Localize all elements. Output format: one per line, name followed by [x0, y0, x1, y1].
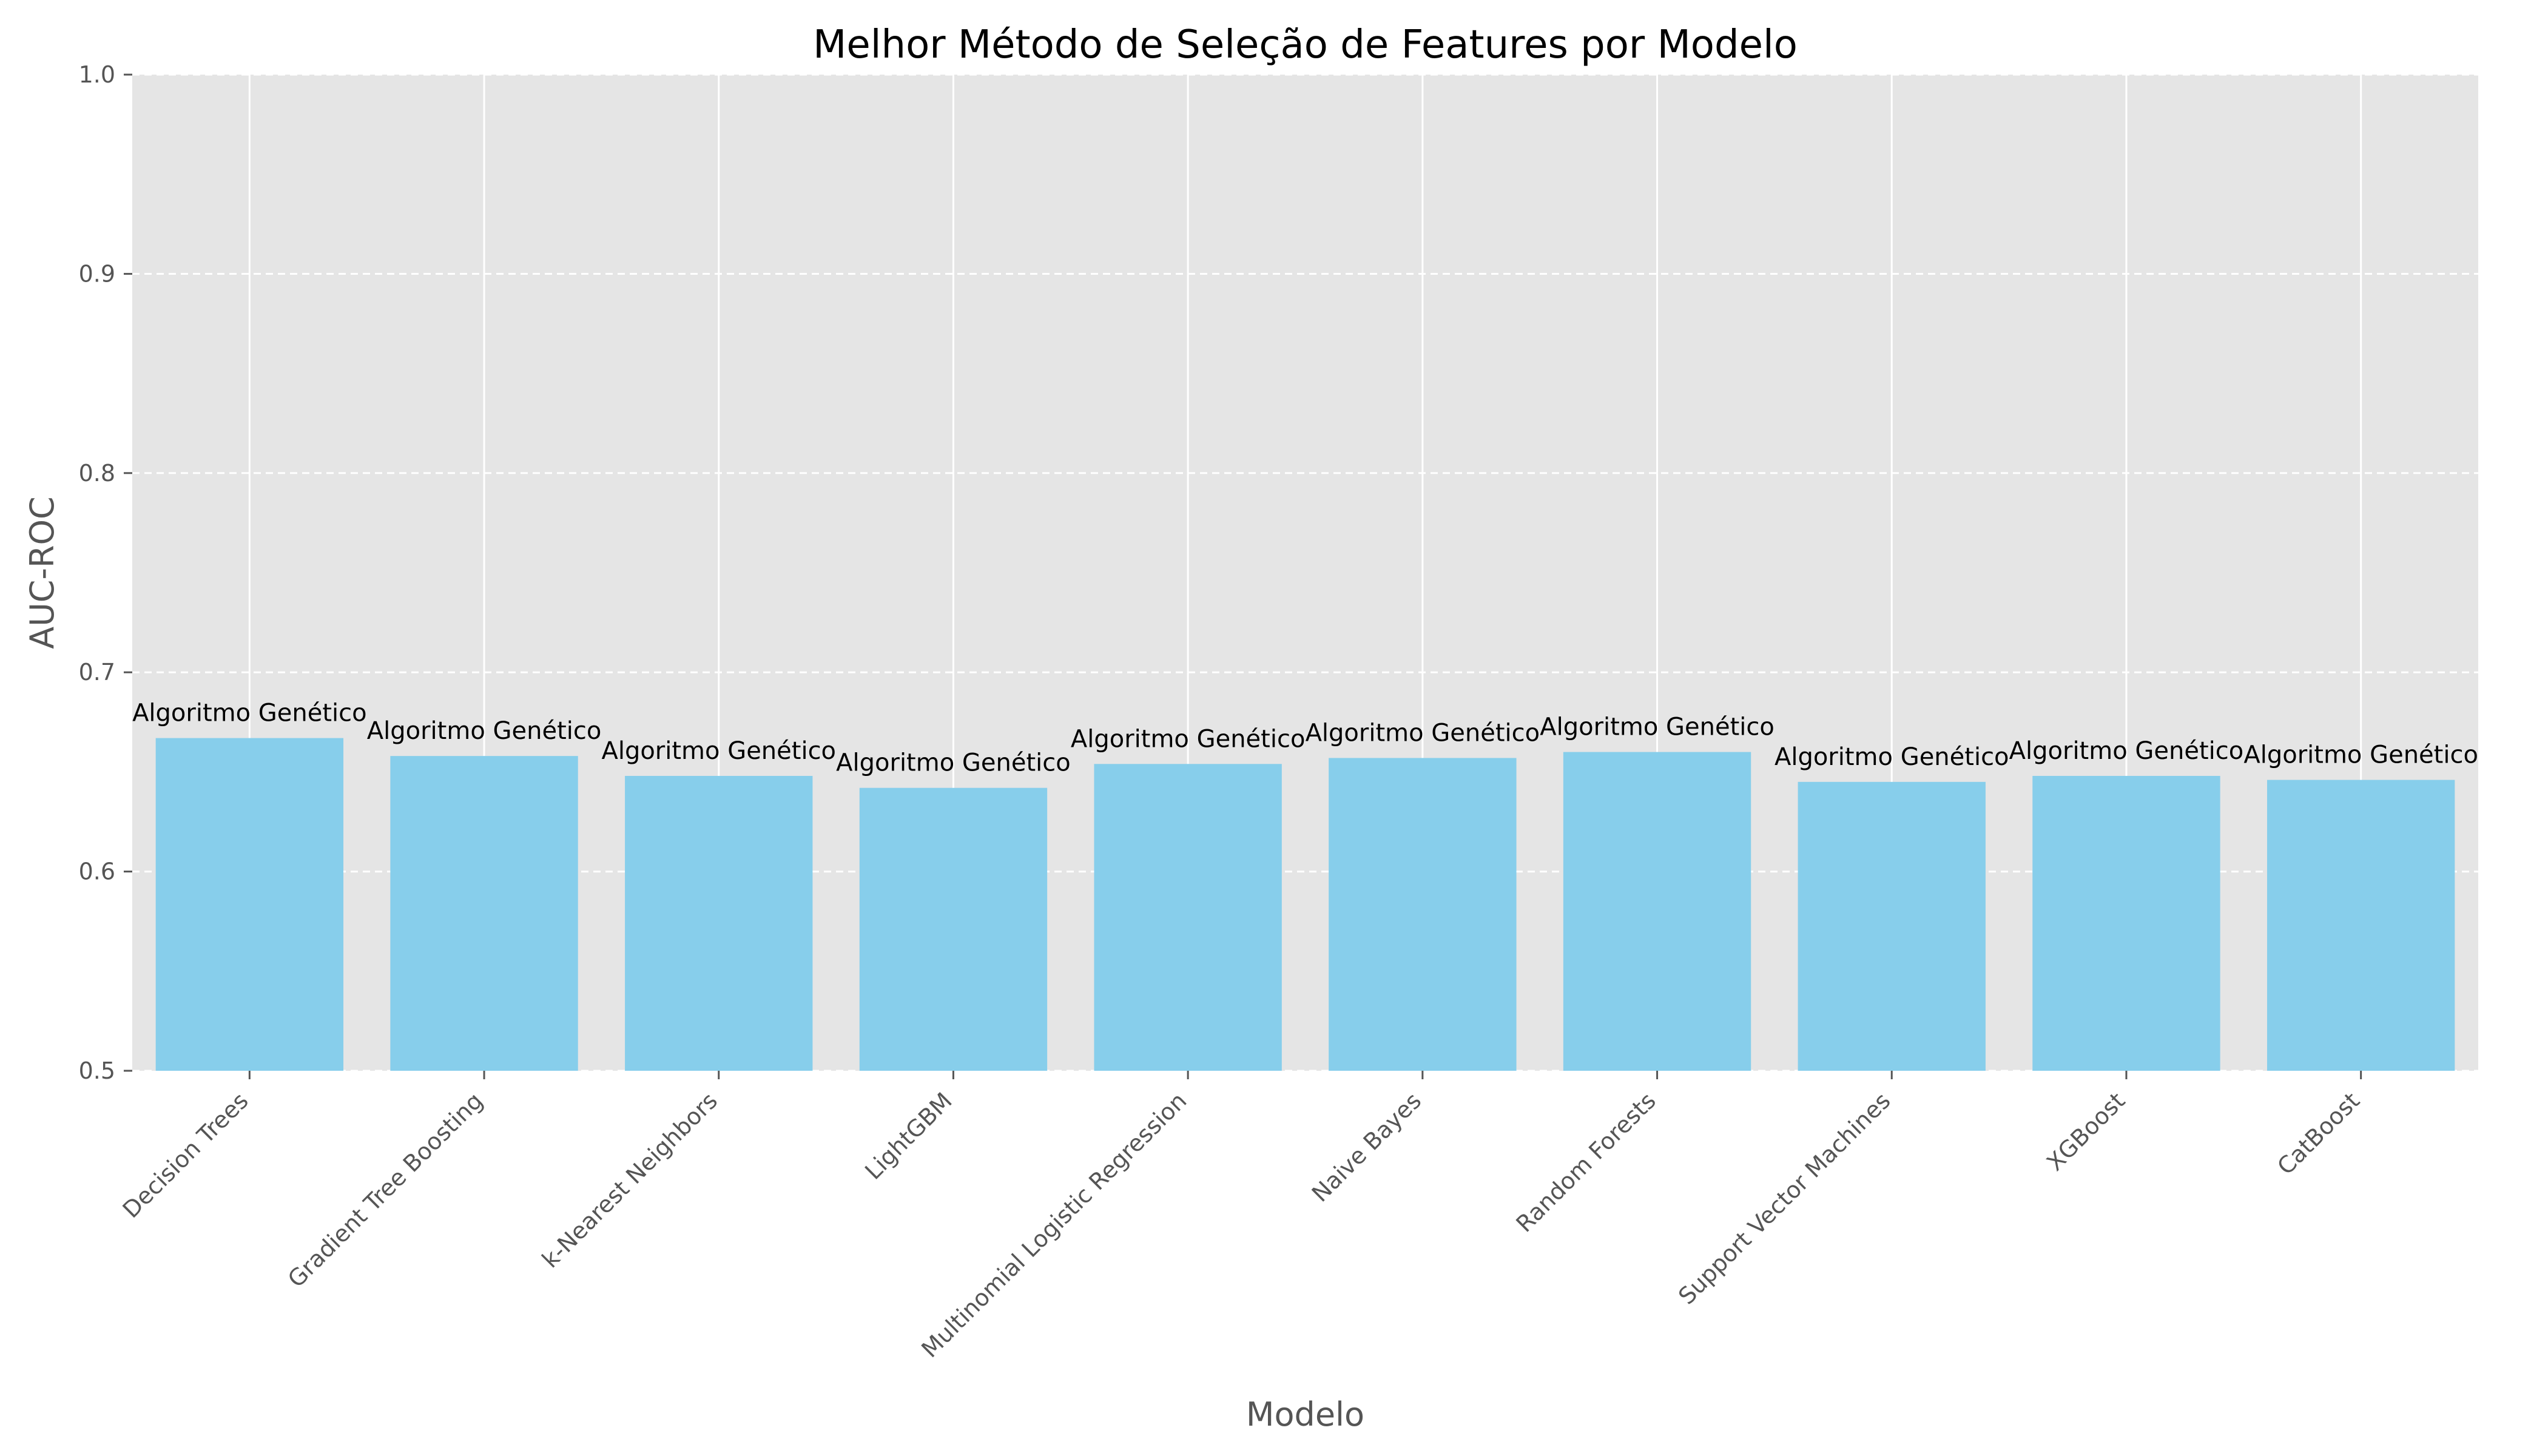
bar	[390, 756, 578, 1071]
bar-data-label: Algoritmo Genético	[1774, 743, 2009, 771]
bar-data-label: Algoritmo Genético	[836, 749, 1071, 777]
bar	[625, 775, 813, 1071]
bar	[1094, 764, 1282, 1071]
y-tick-label: 1.0	[79, 61, 115, 88]
bar	[1329, 758, 1517, 1071]
bar-data-label: Algoritmo Genético	[2243, 741, 2478, 769]
x-axis-label: Modelo	[1246, 1395, 1364, 1434]
bar-data-label: Algoritmo Genético	[1540, 713, 1774, 741]
y-tick-label: 0.7	[79, 659, 115, 686]
bar-data-label: Algoritmo Genético	[2009, 737, 2244, 765]
bar-data-label: Algoritmo Genético	[601, 737, 836, 765]
bar-data-label: Algoritmo Genético	[1306, 719, 1540, 747]
bars	[155, 738, 2455, 1071]
y-tick-label: 0.6	[79, 858, 115, 885]
bar	[1563, 752, 1751, 1071]
y-axis: 0.5 0.6 0.7 0.8 0.9 1.0	[79, 61, 132, 1084]
bar	[155, 738, 344, 1071]
chart-title: Melhor Método de Seleção de Features por…	[813, 22, 1798, 67]
bar	[2267, 780, 2455, 1071]
bar-data-label: Algoritmo Genético	[367, 717, 602, 745]
bar-data-label: Algoritmo Genético	[1071, 725, 1306, 753]
bar	[859, 787, 1048, 1071]
y-tick-label: 0.8	[79, 460, 115, 487]
y-tick-label: 0.9	[79, 260, 115, 287]
y-tick-label: 0.5	[79, 1057, 115, 1084]
bar-data-label: Algoritmo Genético	[132, 699, 367, 727]
bar	[1798, 781, 1986, 1071]
bar	[2032, 775, 2220, 1071]
y-axis-label: AUC-ROC	[23, 496, 61, 649]
